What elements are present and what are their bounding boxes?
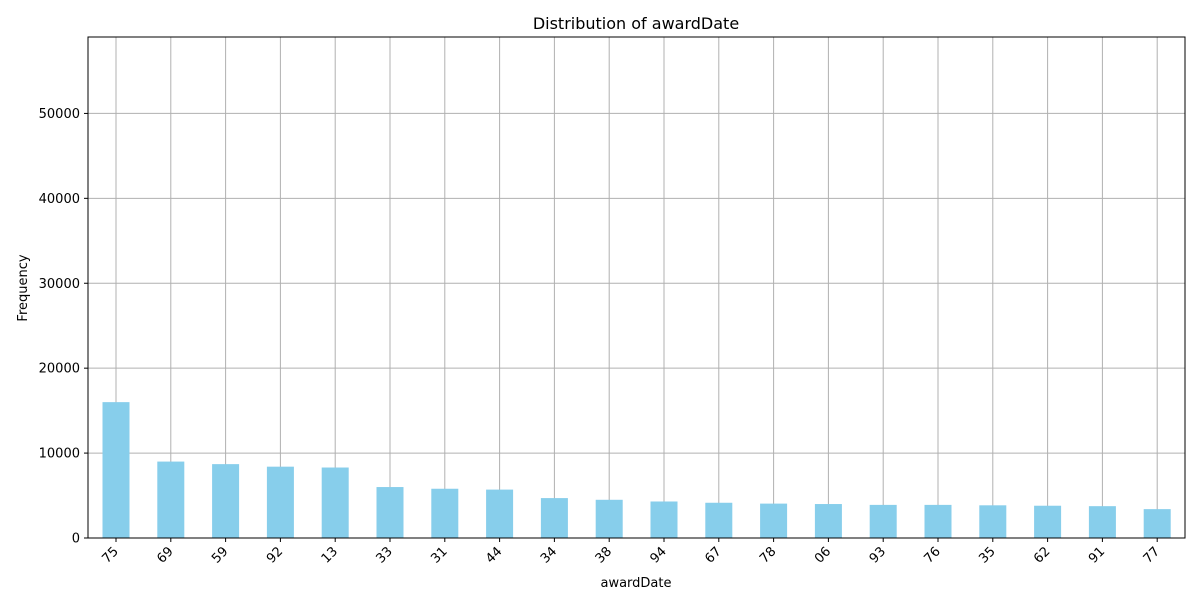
bar [102, 402, 130, 538]
y-tick-label: 50000 [39, 107, 80, 122]
x-tick-label: 94 [648, 544, 670, 566]
bar [595, 499, 623, 538]
bar [157, 461, 185, 538]
bar [705, 502, 733, 538]
x-tick-label: 34 [538, 544, 560, 566]
x-tick-label: 31 [428, 544, 450, 566]
x-tick-label: 92 [264, 544, 286, 566]
y-tick-label: 0 [72, 532, 80, 547]
y-tick-label: 40000 [39, 192, 80, 207]
bar [376, 487, 404, 538]
x-axis-ticks: 75 69 59 92 13 33 31 44 34 38 94 67 78 06 93 76 35 62 91 77 [100, 538, 1163, 567]
bar [431, 488, 459, 538]
bar [1088, 506, 1116, 538]
bar [760, 503, 788, 538]
bar [814, 504, 842, 538]
x-tick-label: 33 [374, 544, 396, 566]
bar [266, 466, 294, 538]
x-tick-label: 93 [867, 544, 889, 566]
bar [979, 505, 1007, 538]
x-tick-label: 78 [757, 544, 779, 566]
bar [212, 464, 240, 538]
x-tick-label: 62 [1031, 544, 1053, 566]
y-tick-label: 30000 [39, 277, 80, 292]
y-tick-label: 20000 [39, 362, 80, 377]
x-tick-label: 67 [702, 544, 724, 566]
bar [1143, 509, 1171, 538]
bar [869, 504, 897, 538]
bar [486, 489, 514, 538]
y-tick-label: 10000 [39, 447, 80, 462]
x-tick-label: 77 [1141, 544, 1163, 566]
bar [321, 467, 349, 538]
y-axis-ticks: 0 10000 20000 30000 40000 50000 [39, 107, 88, 547]
x-tick-label: 13 [319, 544, 341, 566]
x-tick-label: 44 [483, 544, 505, 566]
chart-title: Distribution of awardDate [533, 14, 739, 33]
x-tick-label: 75 [100, 544, 122, 566]
x-tick-label: 69 [154, 544, 176, 566]
x-tick-label: 76 [922, 544, 944, 566]
grid-lines [88, 37, 1185, 539]
bar [540, 498, 568, 538]
plot-frame [87, 36, 1186, 539]
x-tick-label: 06 [812, 544, 834, 566]
x-axis-label: awardDate [600, 576, 671, 591]
y-axis-label: Frequency [16, 254, 31, 321]
bar [924, 504, 952, 538]
bar [650, 501, 678, 538]
x-tick-label: 35 [976, 544, 998, 566]
bar [1034, 505, 1062, 538]
x-tick-label: 38 [593, 544, 615, 566]
x-tick-label: 59 [209, 544, 231, 566]
x-tick-label: 91 [1086, 544, 1108, 566]
bars [102, 402, 1171, 538]
